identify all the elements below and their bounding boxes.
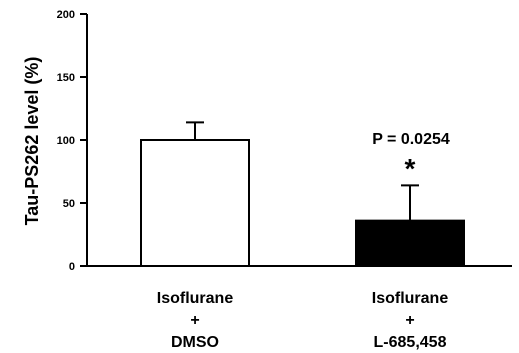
bar-1 xyxy=(140,139,250,267)
y-tick-label: 200 xyxy=(57,9,75,21)
category-label-1-line-3: DMSO xyxy=(171,334,219,351)
error-bars xyxy=(186,121,419,221)
y-tick-label: 0 xyxy=(69,261,75,273)
y-tick-label: 100 xyxy=(57,135,75,147)
category-label-1-line-2: + xyxy=(190,312,199,329)
p-value-annotation: P = 0.0254 xyxy=(372,131,450,148)
significance-star: * xyxy=(405,153,416,184)
category-label-2-line-2: + xyxy=(405,312,414,329)
bars xyxy=(140,139,465,267)
y-axis-label: Tau-PS262 level (%) xyxy=(22,57,42,226)
category-label-2-line-3: L-685,458 xyxy=(374,334,447,351)
category-label-2-line-1: Isoflurane xyxy=(372,290,449,307)
y-tick-label: 150 xyxy=(57,72,75,84)
x-axis-category-labels: Isoflurane + DMSO Isoflurane + L-685,458 xyxy=(157,290,449,351)
y-tick-label: 50 xyxy=(63,198,75,210)
category-label-1-line-1: Isoflurane xyxy=(157,290,234,307)
y-axis-ticks: 0 50 100 150 200 xyxy=(57,9,87,273)
bar-2 xyxy=(355,219,465,267)
